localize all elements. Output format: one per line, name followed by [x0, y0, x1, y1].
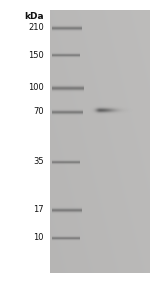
Text: kDa: kDa	[24, 12, 44, 21]
Text: 150: 150	[28, 50, 44, 59]
Text: 210: 210	[28, 23, 44, 33]
Text: 35: 35	[33, 158, 44, 166]
Text: 70: 70	[33, 108, 44, 117]
Text: 100: 100	[28, 83, 44, 93]
Text: 17: 17	[33, 205, 44, 215]
Text: 10: 10	[33, 233, 44, 243]
